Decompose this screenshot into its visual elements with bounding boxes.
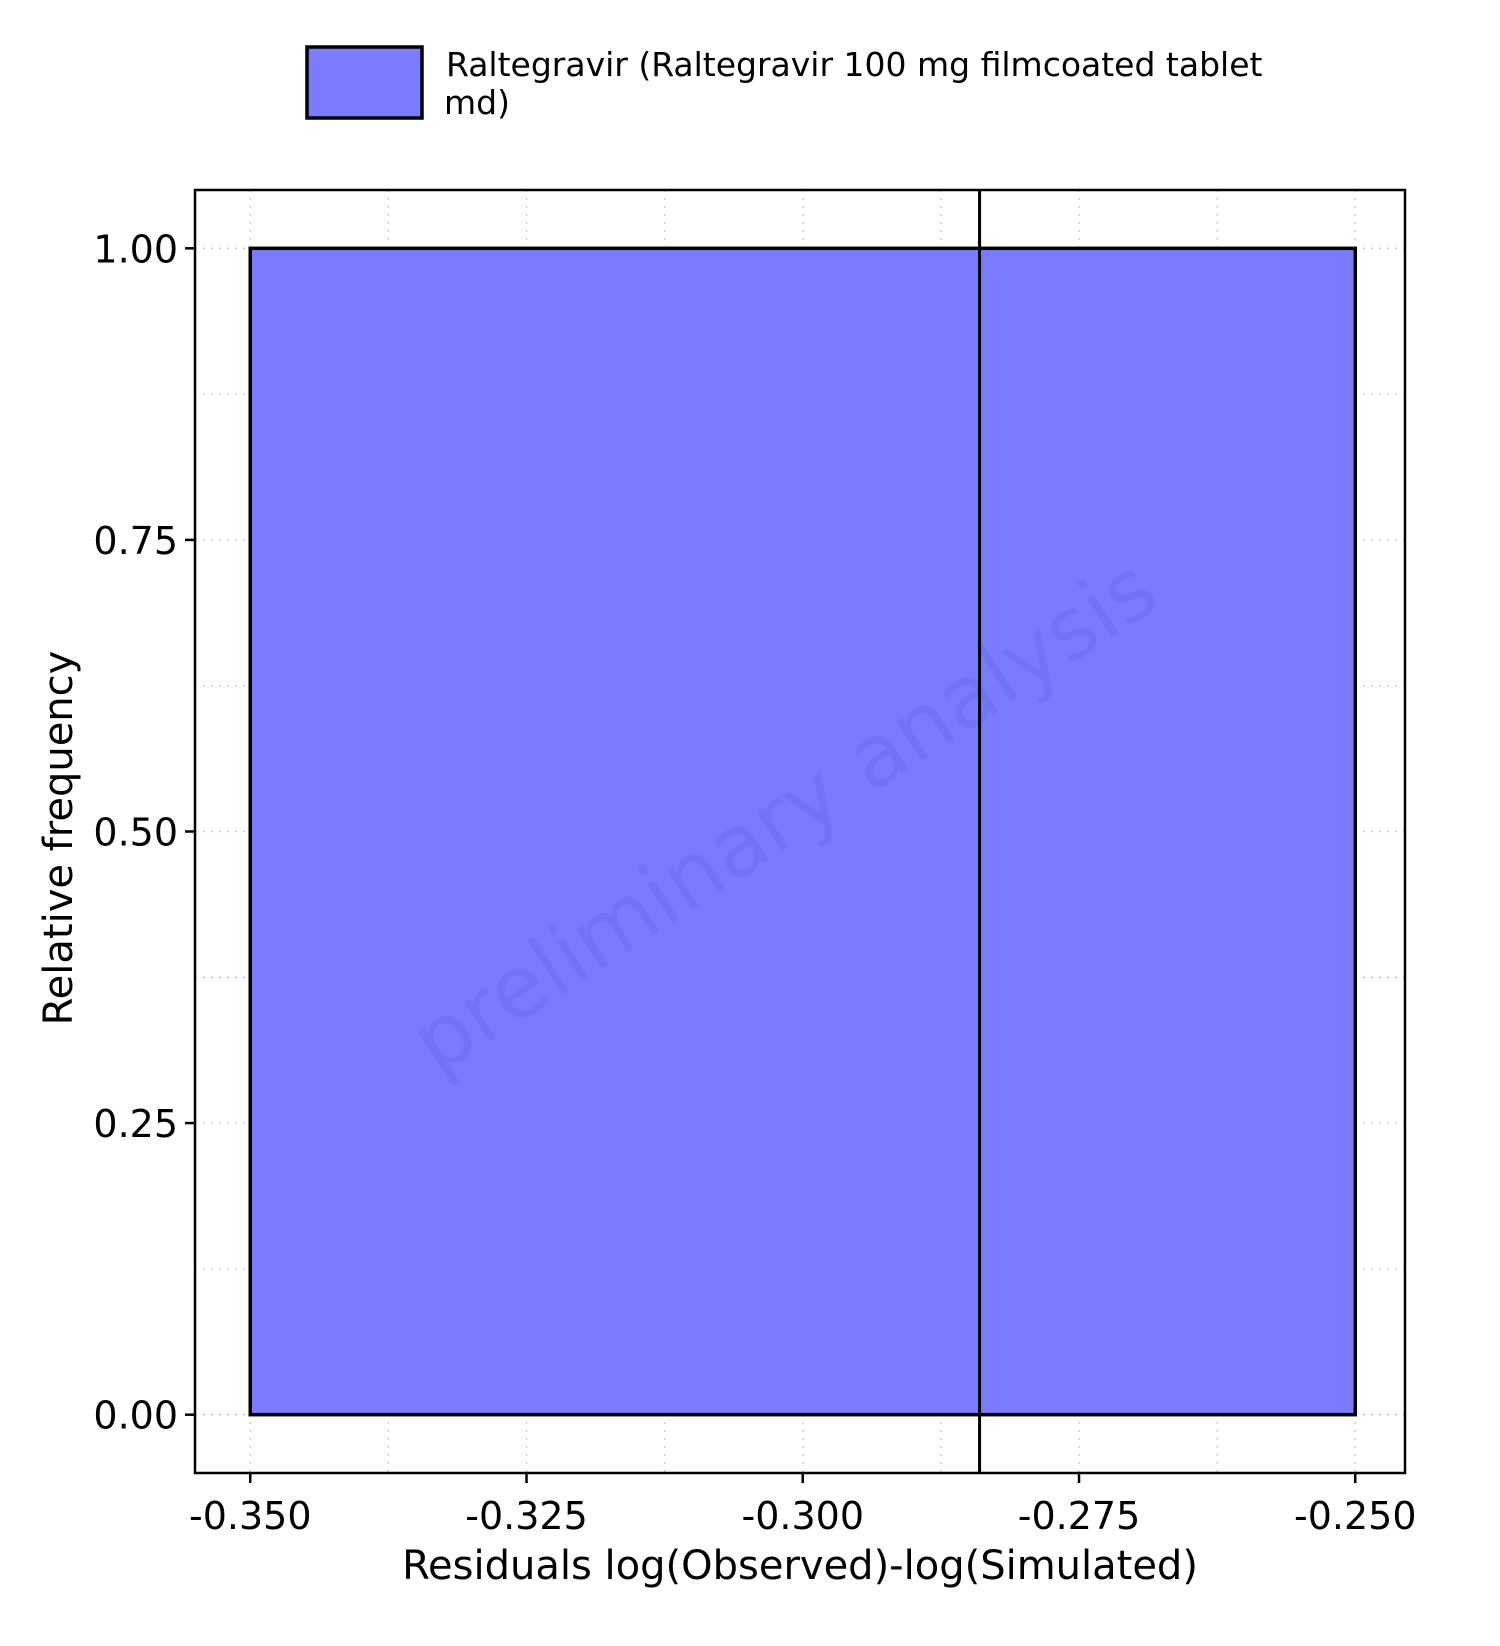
histogram-bar: [248, 246, 1358, 1417]
y-tick-label: 1.00: [93, 227, 178, 271]
legend-key-swatch: [305, 45, 424, 120]
y-tick-label: 0.50: [93, 811, 178, 855]
x-tick-label: -0.300: [742, 1494, 865, 1538]
legend-label-line-1: Raltegravir (Raltegravir 100 mg filmcoat…: [446, 45, 1263, 84]
legend-label-line-2: md): [444, 83, 510, 122]
x-tick-label: -0.250: [1294, 1494, 1417, 1538]
y-axis: 0.00 0.25 0.50 0.75 1.00: [93, 227, 195, 1438]
legend: Raltegravir (Raltegravir 100 mg filmcoat…: [305, 45, 1263, 122]
y-tick-label: 0.75: [93, 519, 178, 563]
y-tick-label: 0.00: [93, 1394, 178, 1438]
y-tick-label: 0.25: [93, 1102, 178, 1146]
x-tick-label: -0.350: [189, 1494, 312, 1538]
x-tick-label: -0.275: [1018, 1494, 1141, 1538]
x-axis: -0.350 -0.325 -0.300 -0.275 -0.250: [189, 1473, 1417, 1538]
x-tick-label: -0.325: [465, 1494, 588, 1538]
plot-area: preliminary analysis: [193, 188, 1407, 1475]
x-axis-title: Residuals log(Observed)-log(Simulated): [402, 1543, 1198, 1589]
bars: [248, 246, 1358, 1417]
y-axis-title: Relative frequency: [36, 651, 82, 1026]
